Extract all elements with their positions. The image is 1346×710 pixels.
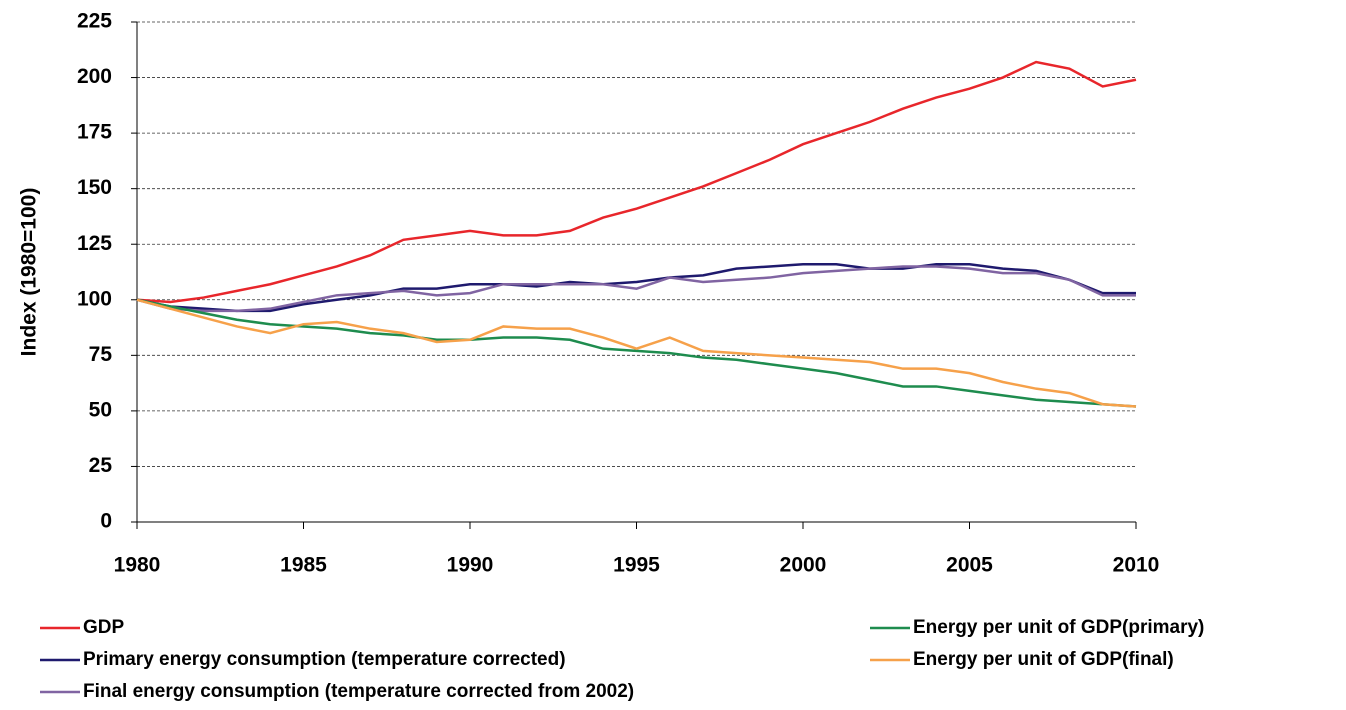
legend-label: GDP: [83, 617, 125, 638]
x-tick-label: 1980: [114, 554, 161, 577]
legend-label: Final energy consumption (temperature co…: [83, 681, 634, 702]
y-tick-label: 125: [77, 232, 112, 255]
x-tick-label: 1985: [280, 554, 327, 577]
y-tick-label: 100: [77, 287, 112, 310]
x-tick-label: 1990: [447, 554, 494, 577]
y-tick-label: 75: [89, 343, 113, 366]
y-tick-label: 150: [77, 176, 112, 199]
y-tick-label: 25: [89, 454, 113, 477]
series-line: [136, 265, 1136, 313]
series-line: [136, 262, 1136, 313]
series-line: [136, 298, 1137, 408]
x-tick-label: 2005: [946, 554, 993, 577]
y-axis-label: Index (1980=100): [18, 188, 41, 357]
y-tick-label: 175: [77, 121, 112, 144]
series-line: [136, 298, 1137, 408]
x-tick-label: 2010: [1113, 554, 1160, 577]
x-tick-label: 2000: [780, 554, 827, 577]
legend-label: Energy per unit of GDP(primary): [913, 617, 1204, 638]
y-tick-label: 200: [77, 65, 112, 88]
y-tick-label: 0: [100, 510, 112, 533]
x-tick-label: 1995: [613, 554, 660, 577]
legend-label: Energy per unit of GDP(final): [913, 649, 1174, 670]
y-tick-label: 50: [89, 398, 112, 421]
y-tick-label: 225: [77, 10, 112, 33]
series-line: [136, 60, 1137, 304]
legend-label: Primary energy consumption (temperature …: [83, 649, 566, 670]
